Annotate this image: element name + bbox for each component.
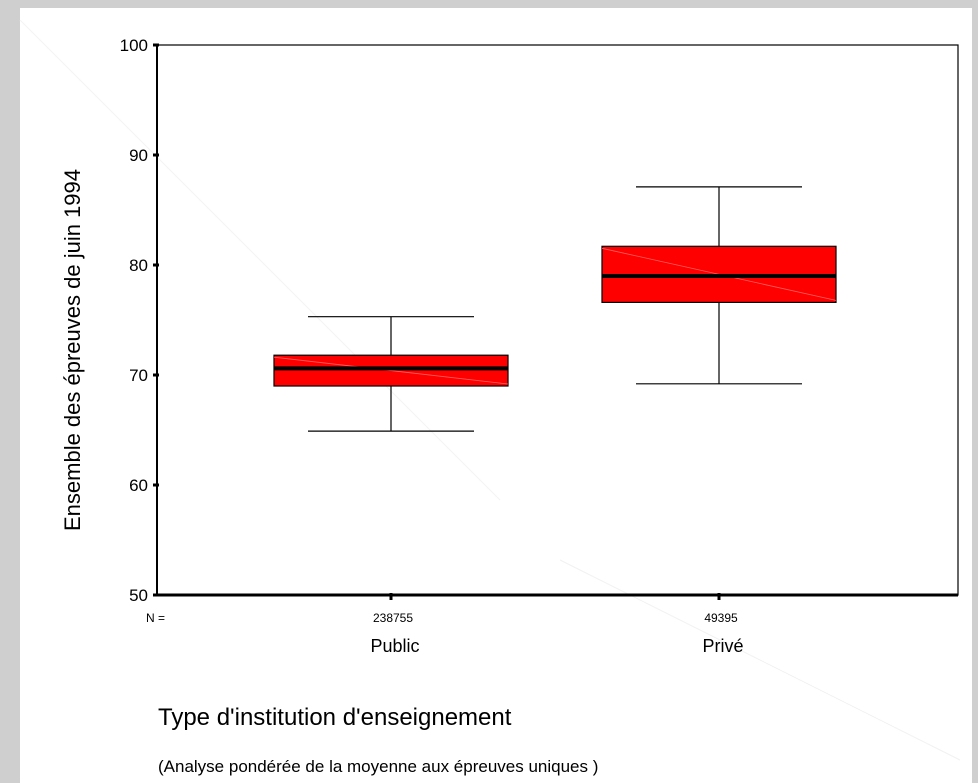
y-tick-label: 80: [129, 256, 148, 275]
y-tick-label: 60: [129, 476, 148, 495]
y-tick-label: 100: [120, 36, 148, 55]
category-label: Public: [370, 636, 419, 656]
y-axis-title: Ensemble des épreuves de juin 1994: [60, 169, 85, 531]
analysis-note: (Analyse pondérée de la moyenne aux épre…: [158, 757, 598, 776]
y-tick-label: 90: [129, 146, 148, 165]
plot-frame: [156, 44, 959, 596]
y-tick-label: 70: [129, 366, 148, 385]
n-count-label: 49395: [704, 611, 738, 625]
box-privé: [601, 186, 837, 385]
background-decoration: [19, 19, 501, 501]
y-ticks: 50 60 70 80 90 100: [120, 36, 159, 605]
chart-panel: [20, 8, 972, 783]
x-axis-title: Type d'institution d'enseignement: [158, 704, 512, 731]
category-label: Privé: [702, 636, 743, 656]
boxes: [273, 186, 837, 432]
y-tick-label: 50: [129, 586, 148, 605]
background-decoration: [559, 559, 961, 761]
n-prefix-label: N =: [146, 611, 165, 625]
n-count-label: 238755: [373, 611, 413, 625]
box-sheen: [273, 356, 509, 385]
box-public: [273, 316, 509, 432]
x-labels: 238755 Public 49395 Privé: [370, 593, 744, 656]
